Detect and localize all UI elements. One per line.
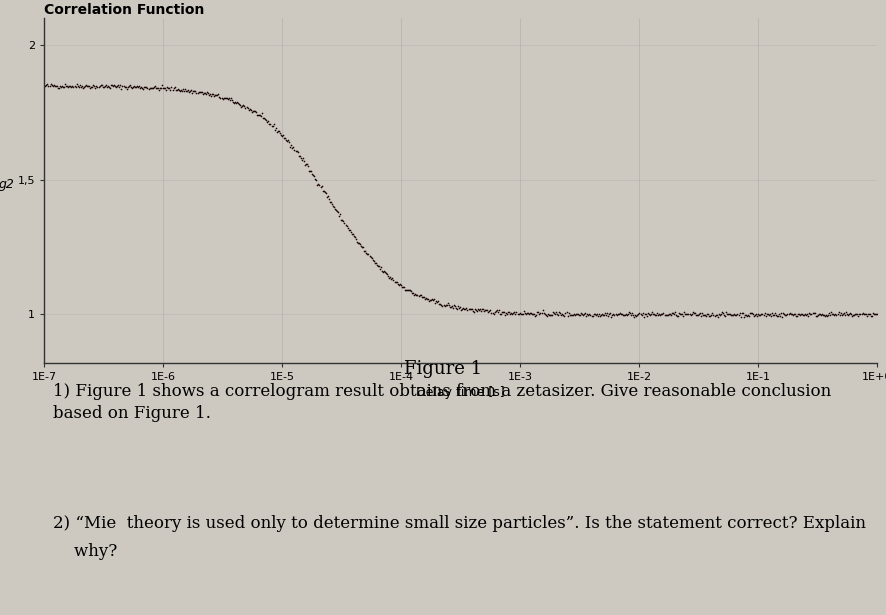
Y-axis label: g2: g2 <box>0 178 14 191</box>
Text: Correlation Function: Correlation Function <box>44 3 205 17</box>
Text: Figure 1: Figure 1 <box>404 360 482 378</box>
Text: 2) “Mie  theory is used only to determine small size particles”. Is the statemen: 2) “Mie theory is used only to determine… <box>52 515 866 560</box>
X-axis label: Delay time [s]: Delay time [s] <box>416 386 505 399</box>
Text: 1) Figure 1 shows a correlogram result obtains from a zetasizer. Give reasonable: 1) Figure 1 shows a correlogram result o… <box>52 383 831 422</box>
